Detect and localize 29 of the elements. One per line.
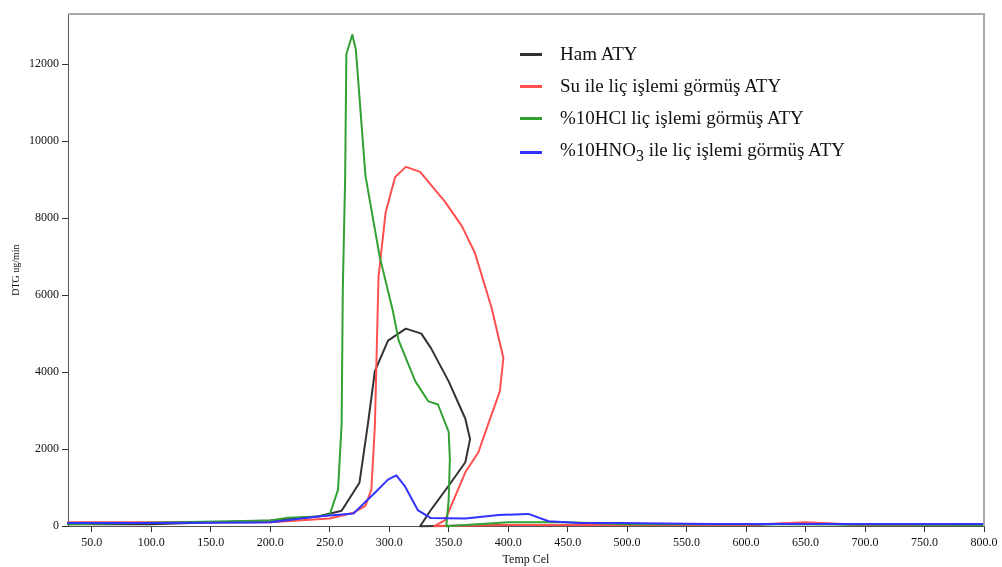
x-tick-label: 50.0 bbox=[81, 534, 103, 549]
x-tick-label: 650.0 bbox=[792, 534, 820, 549]
y-tick-label: 8000 bbox=[35, 210, 59, 225]
x-tick-label: 600.0 bbox=[732, 534, 760, 549]
x-tick-label: 750.0 bbox=[911, 534, 939, 549]
x-tick-label: 100.0 bbox=[137, 534, 165, 549]
x-tick-label: 700.0 bbox=[851, 534, 879, 549]
x-tick-label: 550.0 bbox=[673, 534, 701, 549]
x-tick-label: 450.0 bbox=[554, 534, 582, 549]
legend-label: %10HNO$_{3}$ ile liç işlemi görmüş ATY bbox=[560, 138, 845, 166]
y-tick-label: 6000 bbox=[35, 287, 59, 302]
x-tick-label: 400.0 bbox=[494, 534, 522, 549]
y-tick-label: 12000 bbox=[29, 56, 59, 71]
legend-label: Su ile liç işlemi görmüş ATY bbox=[560, 74, 782, 98]
x-tick-label: 350.0 bbox=[435, 534, 463, 549]
y-tick-label: 0 bbox=[53, 518, 59, 533]
x-tick-label: 200.0 bbox=[256, 534, 284, 549]
y-tick-label: 10000 bbox=[29, 133, 59, 148]
x-tick-label: 250.0 bbox=[316, 534, 344, 549]
y-axis-title: DTG ug/min bbox=[9, 244, 21, 296]
x-tick-label: 150.0 bbox=[197, 534, 225, 549]
x-tick-label: 800.0 bbox=[970, 534, 998, 549]
x-tick-label: 300.0 bbox=[375, 534, 403, 549]
y-tick-label: 2000 bbox=[35, 441, 59, 456]
legend-label: Ham ATY bbox=[560, 42, 638, 66]
legend-label: %10HCl liç işlemi görmüş ATY bbox=[560, 106, 804, 130]
x-axis-title: Temp Cel bbox=[502, 551, 551, 566]
y-tick-label: 4000 bbox=[35, 364, 59, 379]
x-tick-label: 500.0 bbox=[613, 534, 641, 549]
